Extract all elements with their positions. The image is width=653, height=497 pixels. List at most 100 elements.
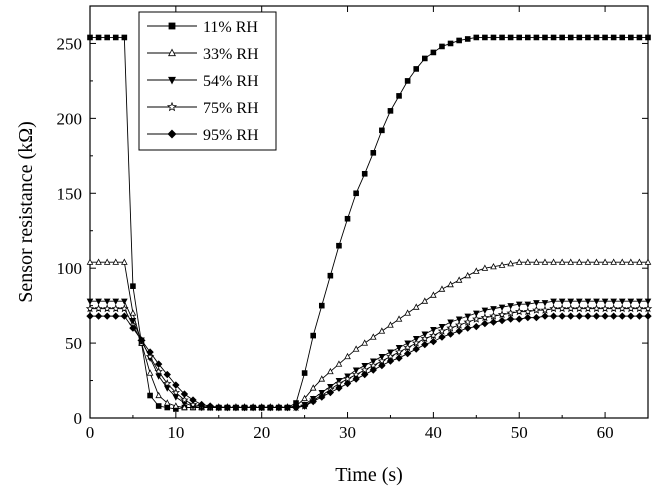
data-point: [163, 385, 171, 392]
data-point: [275, 403, 283, 412]
data-point: [635, 304, 644, 313]
data-point: [523, 307, 533, 316]
data-point: [301, 394, 308, 402]
data-point: [618, 298, 626, 305]
data-point: [378, 327, 386, 334]
data-point: [327, 367, 334, 375]
data-point: [550, 258, 557, 265]
x-axis-label: Time (s): [335, 464, 403, 486]
data-point: [515, 301, 523, 308]
data-point: [541, 312, 549, 320]
plot-frame: [89, 5, 649, 419]
data-point: [593, 34, 600, 41]
legend-label: 11% RH: [203, 19, 258, 36]
data-point: [120, 304, 129, 313]
data-point: [490, 262, 497, 270]
data-point: [86, 312, 94, 320]
data-point: [155, 403, 162, 409]
legend-label: 75% RH: [203, 100, 259, 117]
data-point: [180, 390, 189, 398]
data-point: [232, 403, 240, 412]
data-point: [532, 305, 541, 314]
data-point: [386, 357, 395, 365]
data-point: [180, 395, 189, 404]
data-point: [575, 304, 584, 313]
data-point: [601, 298, 609, 305]
data-point: [592, 312, 601, 320]
data-point: [636, 34, 643, 41]
data-point: [154, 367, 163, 376]
data-point: [146, 369, 154, 376]
data-point: [525, 34, 531, 41]
data-point: [506, 308, 515, 317]
data-point: [411, 338, 421, 347]
data-point: [163, 379, 172, 388]
data-point: [266, 403, 274, 412]
data-point: [447, 40, 454, 47]
data-point: [370, 150, 377, 156]
data-point: [439, 43, 445, 50]
data-point: [215, 403, 223, 412]
data-point: [404, 309, 411, 316]
legend: 11% RH 33% RH 54% RH 75% RH 95% RH: [138, 11, 277, 151]
data-point: [583, 304, 593, 313]
legend-item: 54% RH: [147, 73, 259, 90]
data-point: [352, 375, 360, 383]
data-point: [455, 316, 463, 323]
data-point: [576, 34, 583, 41]
data-point: [318, 302, 325, 309]
data-point: [609, 312, 618, 320]
y-tick-label: 100: [57, 259, 83, 278]
data-point: [95, 258, 102, 265]
data-point: [361, 170, 368, 177]
data-point: [507, 259, 514, 267]
data-point: [104, 34, 110, 41]
data-point: [412, 303, 420, 310]
data-point: [309, 397, 317, 406]
data-point: [369, 333, 377, 340]
series-triangle-up: [86, 258, 652, 411]
data-point: [454, 320, 464, 329]
data-point: [197, 400, 206, 409]
data-point: [507, 303, 514, 310]
y-tick-label: 200: [57, 109, 83, 128]
data-point: [610, 258, 617, 265]
data-point: [429, 331, 438, 340]
data-point: [188, 400, 198, 409]
data-point: [429, 337, 438, 346]
data-point: [481, 319, 489, 328]
data-point: [618, 312, 626, 320]
plot-area: [85, 34, 653, 412]
data-point: [137, 336, 146, 344]
data-point: [558, 312, 566, 320]
data-point: [343, 379, 352, 388]
data-point: [121, 298, 128, 305]
data-point: [387, 108, 394, 114]
data-point: [438, 333, 446, 341]
data-point: [498, 261, 506, 268]
data-point: [94, 312, 103, 320]
data-point: [447, 280, 454, 288]
data-point: [481, 264, 489, 271]
data-point: [455, 276, 463, 283]
legend-box: [138, 11, 277, 151]
legend-item: 75% RH: [147, 100, 259, 117]
data-point: [627, 312, 635, 320]
data-point: [464, 36, 471, 42]
data-point: [644, 298, 652, 305]
data-point: [628, 34, 634, 41]
data-point: [421, 55, 428, 62]
data-point: [155, 391, 162, 399]
data-point: [112, 298, 120, 305]
data-point: [472, 314, 481, 323]
data-point: [438, 285, 446, 292]
x-tick-label: 10: [167, 423, 184, 442]
data-point: [163, 399, 171, 406]
data-point: [593, 258, 600, 265]
legend-label: 54% RH: [203, 73, 259, 90]
data-point: [403, 343, 412, 352]
data-point: [379, 127, 385, 134]
data-point: [154, 360, 163, 368]
series-diamond: [86, 312, 652, 412]
